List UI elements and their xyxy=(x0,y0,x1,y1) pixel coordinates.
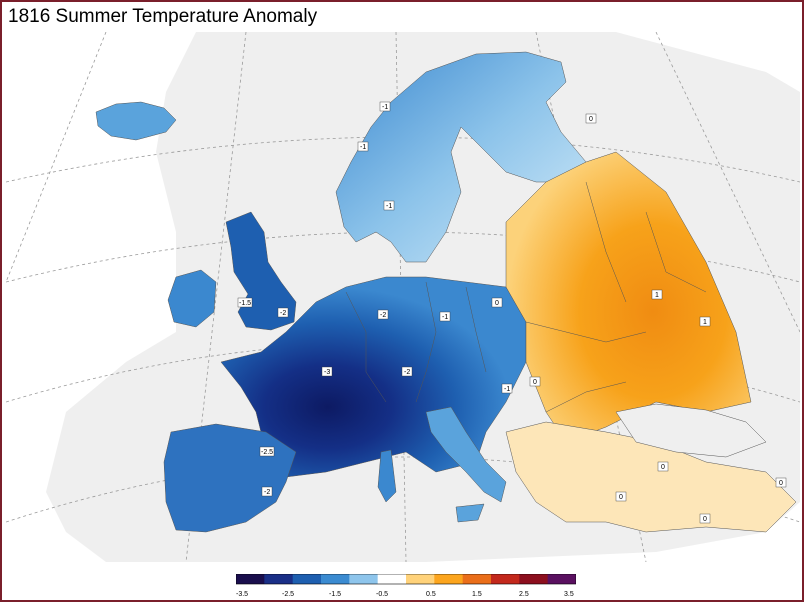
colorbar-outline xyxy=(236,574,576,585)
colorbar-cell xyxy=(349,574,379,584)
colorbar-cell xyxy=(321,574,350,584)
great-britain xyxy=(225,211,297,331)
contour-label: 1 xyxy=(699,316,711,327)
svg-text:-1: -1 xyxy=(442,314,448,321)
colorbar-tick: 0.5 xyxy=(426,591,436,598)
colorbar-cell xyxy=(547,574,576,584)
contour-label: -1 xyxy=(357,141,369,152)
contour-label: 0 xyxy=(699,513,711,524)
sicily xyxy=(455,503,485,523)
svg-text:-2: -2 xyxy=(280,310,286,317)
colorbar-cell xyxy=(236,574,265,584)
svg-text:-1: -1 xyxy=(360,144,366,151)
colorbar-ticks: -3.5 -2.5 -1.5 -0.5 0.5 1.5 2.5 3.5 xyxy=(236,591,574,598)
colorbar-legend: -3.5 -2.5 -1.5 -0.5 0.5 1.5 2.5 3.5 xyxy=(236,574,576,598)
map-title: 1816 Summer Temperature Anomaly xyxy=(8,6,318,27)
svg-text:0: 0 xyxy=(703,516,707,523)
ireland xyxy=(167,269,217,328)
italy xyxy=(425,406,507,503)
colorbar-cell xyxy=(519,574,549,584)
svg-text:-1.5: -1.5 xyxy=(239,300,251,307)
colorbar-cell xyxy=(462,574,492,584)
colorbar-cell xyxy=(434,574,464,584)
svg-text:0: 0 xyxy=(619,494,623,501)
colorbar-tick: -2.5 xyxy=(282,591,294,598)
iceland xyxy=(95,101,177,141)
contour-label: -2 xyxy=(261,486,273,497)
contour-label: 1 xyxy=(651,289,663,300)
svg-text:0: 0 xyxy=(589,116,593,123)
svg-text:-2: -2 xyxy=(380,312,386,319)
svg-text:0: 0 xyxy=(495,300,499,307)
contour-label: -2 xyxy=(377,309,389,320)
colorbar-tick: 3.5 xyxy=(564,591,574,598)
contour-label: -3 xyxy=(321,366,333,377)
contour-label: -1 xyxy=(379,101,391,112)
colorbar-cell xyxy=(406,574,435,584)
black-sea xyxy=(615,403,767,458)
colorbar-tick: 2.5 xyxy=(519,591,529,598)
colorbar-cell xyxy=(292,574,322,584)
colorbar-tick: -3.5 xyxy=(236,591,248,598)
svg-text:-1: -1 xyxy=(504,386,510,393)
colorbar-cells xyxy=(236,574,576,584)
contour-labels: -1 0 -1 -1 -1.5 -2 -2 -1 0 -3 -2 -1 0 1 … xyxy=(237,101,787,524)
contour-label: -2 xyxy=(401,366,413,377)
colorbar-cell xyxy=(264,574,294,584)
svg-text:-3: -3 xyxy=(324,369,330,376)
contour-label: 0 xyxy=(585,113,597,124)
svg-text:-1: -1 xyxy=(382,104,388,111)
colorbar-cell xyxy=(491,574,520,584)
svg-text:1: 1 xyxy=(655,292,659,299)
colorbar-tick: -0.5 xyxy=(376,591,388,598)
temperature-anomaly-map: -1 0 -1 -1 -1.5 -2 -2 -1 0 -3 -2 -1 0 1 … xyxy=(6,32,800,562)
colorbar-tick: -1.5 xyxy=(329,591,341,598)
contour-label: -1 xyxy=(439,311,451,322)
svg-text:-2: -2 xyxy=(404,369,410,376)
contour-label: -2.5 xyxy=(259,446,275,457)
svg-text:1: 1 xyxy=(703,319,707,326)
svg-text:0: 0 xyxy=(661,464,665,471)
svg-text:0: 0 xyxy=(779,480,783,487)
country-borders xyxy=(345,181,707,413)
contour-label: -1 xyxy=(383,200,395,211)
contour-label: 0 xyxy=(657,461,669,472)
contour-label: -1 xyxy=(501,383,513,394)
balkans-turkey xyxy=(505,421,797,533)
svg-text:-2: -2 xyxy=(264,489,270,496)
colorbar-tick: 1.5 xyxy=(472,591,482,598)
contour-label: -1.5 xyxy=(237,297,253,308)
corsica-sardinia xyxy=(377,449,397,503)
svg-text:-1: -1 xyxy=(386,203,392,210)
contour-label: 0 xyxy=(529,376,541,387)
contour-label: -2 xyxy=(277,307,289,318)
colorbar-cell xyxy=(377,574,407,584)
contour-label: 0 xyxy=(615,491,627,502)
scandinavia xyxy=(335,51,587,263)
svg-text:-2.5: -2.5 xyxy=(261,449,273,456)
contour-label: 0 xyxy=(491,297,503,308)
svg-text:0: 0 xyxy=(533,379,537,386)
contour-label: 0 xyxy=(775,477,787,488)
